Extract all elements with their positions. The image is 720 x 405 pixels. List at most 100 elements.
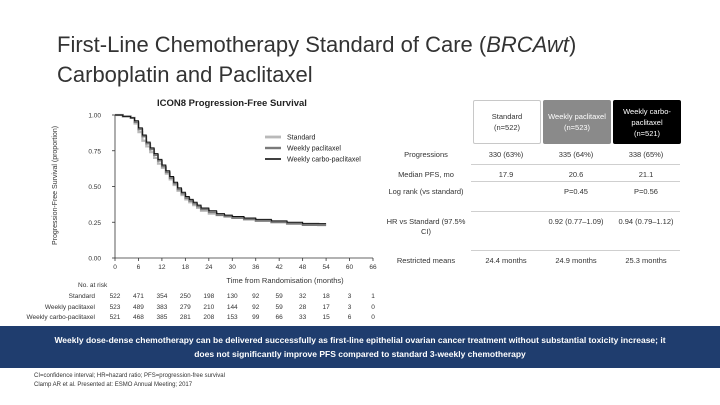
stats-cell: 335 (64%) [558, 150, 594, 159]
legend-label-3: Weekly carbo-paclitaxel [287, 157, 361, 164]
at-risk-count: 354 [156, 293, 168, 300]
x-tick-label: 24 [205, 264, 213, 271]
stats-row-label: Median PFS, mo [398, 170, 454, 179]
slide-title-line1: First-Line Chemotherapy Standard of Care… [57, 32, 577, 57]
at-risk-count: 281 [179, 314, 191, 321]
stats-row-label: Log rank (vs standard) [388, 187, 464, 196]
at-risk-count: 92 [252, 303, 260, 311]
at-risk-count: 489 [133, 303, 144, 311]
at-risk-count: 59 [275, 303, 283, 311]
at-risk-count: 153 [226, 314, 238, 321]
at-risk-count: 250 [179, 293, 191, 300]
x-tick-label: 12 [158, 264, 166, 271]
at-risk-count: 522 [109, 293, 121, 300]
at-risk-count: 521 [109, 314, 121, 321]
at-risk-count: 17 [322, 303, 330, 311]
y-tick-label: 0.25 [88, 220, 101, 227]
stats-cell: 0.92 (0.77–1.09) [548, 217, 604, 226]
at-risk-count: 130 [226, 293, 238, 300]
footnote-abbreviations: CI=confidence interval; HR=hazard ratio;… [34, 373, 225, 379]
at-risk-row-label: Weekly carbo-paclitaxel [26, 314, 95, 321]
at-risk-count: 471 [133, 293, 144, 300]
stats-cell: 20.6 [568, 170, 584, 179]
x-tick-label: 60 [346, 264, 354, 271]
km-plot: 0.00 0.25 0.50 0.75 1.00 0 6 12 18 24 30 36 42 48 54 60… [88, 113, 377, 272]
slide-title-line2: Carboplatin and Paclitaxel [57, 62, 313, 87]
at-risk-count: 32 [299, 293, 307, 300]
stats-row-label: Restricted means [396, 256, 456, 265]
at-risk-count: 198 [203, 293, 215, 300]
at-risk-count: 18 [322, 293, 330, 300]
km-curve-2 [115, 114, 327, 227]
stats-cell: 0.94 (0.79–1.12) [618, 217, 674, 226]
y-tick-label: 1.00 [88, 113, 101, 120]
stats-row-divider [471, 181, 680, 182]
stats-cell: 24.4 months [485, 256, 527, 265]
at-risk-count: 385 [156, 314, 168, 321]
x-tick-label: 48 [299, 264, 307, 271]
stats-row-divider [471, 250, 680, 251]
at-risk-title: No. at risk [78, 282, 108, 289]
at-risk-count: 59 [275, 293, 283, 300]
stats-cell: P=0.45 [564, 187, 588, 196]
stats-column-header-text: Weekly paclitaxel (n=523) [548, 112, 606, 132]
y-tick-label: 0.75 [88, 148, 101, 155]
stats-column-header-text: Standard (n=522) [491, 112, 523, 132]
stats-cell: 21.1 [638, 170, 654, 179]
km-curve-3 [115, 114, 327, 225]
at-risk-count: 15 [322, 314, 330, 321]
legend-label-1: Standard [287, 135, 316, 142]
conclusion-banner: Weekly dose-dense chemotherapy can be de… [0, 326, 720, 368]
at-risk-count: 208 [203, 314, 215, 321]
at-risk-count: 144 [226, 303, 238, 311]
x-tick-label: 66 [369, 264, 377, 271]
conclusion-text: Weekly dose-dense chemotherapy can be de… [54, 335, 666, 359]
at-risk-count: 6 [347, 314, 352, 321]
at-risk-count: 210 [203, 303, 215, 311]
x-axis-label: Time from Randomisation (months) [226, 276, 344, 285]
stats-cell: 330 (63%) [488, 150, 524, 159]
stats-row-label: Progressions [404, 150, 448, 159]
km-curve-1 [115, 113, 327, 227]
x-tick-label: 54 [322, 264, 330, 271]
x-tick-label: 18 [182, 264, 190, 271]
at-risk-count: 279 [179, 303, 191, 311]
x-tick-label: 30 [229, 264, 237, 271]
stats-column-header-3: Weekly carbo-paclitaxel (n=521) [613, 100, 681, 144]
at-risk-count: 1 [371, 293, 375, 300]
x-tick-label: 6 [137, 264, 141, 271]
stats-cell: 25.3 months [625, 256, 667, 265]
slide-title: First-Line Chemotherapy Standard of Care… [57, 30, 576, 90]
at-risk-count: 28 [299, 303, 307, 311]
at-risk-count: 99 [252, 314, 260, 321]
stats-cell: 17.9 [498, 170, 514, 179]
at-risk-count: 92 [252, 293, 260, 300]
legend-label-2: Weekly paclitaxel [287, 146, 341, 153]
y-tick-label: 0.00 [88, 256, 101, 263]
stats-row-divider [471, 211, 680, 212]
at-risk-count: 3 [347, 303, 352, 311]
stats-column-header-2: Weekly paclitaxel (n=523) [543, 100, 611, 144]
at-risk-row-label: Standard [68, 293, 95, 300]
stats-cell: 338 (65%) [628, 150, 664, 159]
x-tick-label: 0 [113, 264, 117, 271]
stats-row-divider [471, 164, 680, 165]
at-risk-count: 0 [371, 303, 375, 311]
x-tick-label: 42 [276, 264, 284, 271]
at-risk-row-label: Weekly paclitaxel [44, 303, 95, 311]
stats-column-header-text: Weekly carbo-paclitaxel (n=521) [623, 106, 671, 138]
y-tick-label: 0.50 [88, 184, 101, 191]
at-risk-count: 523 [109, 303, 121, 311]
at-risk-count: 0 [371, 314, 375, 321]
stats-cell: 24.9 months [555, 256, 597, 265]
footnote-reference: Clamp AR et al. Presented at: ESMO Annua… [34, 382, 193, 388]
at-risk-count: 3 [347, 293, 352, 300]
x-tick-label: 36 [252, 264, 260, 271]
at-risk-count: 468 [133, 314, 144, 321]
stats-row-label: HR vs Standard (97.5% CI) [386, 217, 466, 236]
chart-title: ICON8 Progression-Free Survival [157, 98, 307, 109]
stats-column-header-1: Standard (n=522) [473, 100, 541, 144]
at-risk-count: 66 [275, 314, 283, 321]
at-risk-count: 383 [156, 303, 168, 311]
at-risk-count: 33 [299, 314, 307, 321]
